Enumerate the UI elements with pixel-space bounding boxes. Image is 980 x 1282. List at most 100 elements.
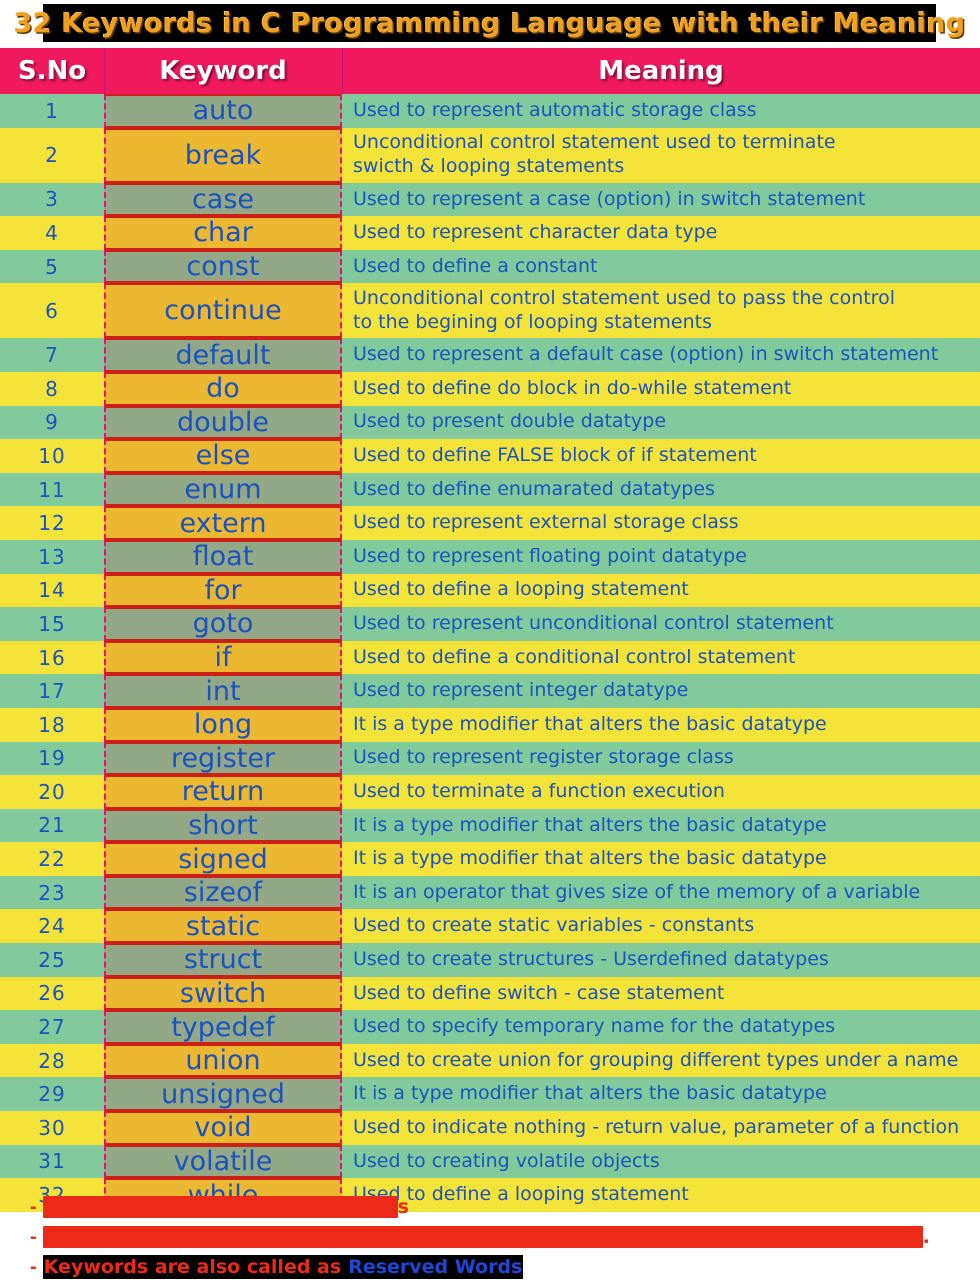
meaning-line: Used to represent a default case (option… (353, 343, 939, 366)
cell-keyword: short (104, 808, 342, 843)
cell-serial-number: 27 (38, 1015, 66, 1040)
cell-meaning: Unconditional control statement used to … (342, 128, 980, 183)
table-row: 7 default Used to represent a default case… (0, 338, 980, 372)
redacted-text-bar (42, 1196, 398, 1218)
cell-serial-number: 7 (45, 343, 59, 368)
meaning-line: Used to creating volatile objects (353, 1149, 660, 1172)
cell-meaning: Used to represent external storage class (342, 506, 980, 540)
cell-serial-number: 10 (38, 443, 66, 468)
table-row: 31 volatile Used to creating volatile obje… (0, 1144, 980, 1179)
cell-keyword: else (104, 439, 342, 473)
cell-meaning: Used to represent floating point datatyp… (342, 540, 980, 574)
cell-keyword: int (104, 674, 342, 708)
cell-meaning: It is a type modifier that alters the ba… (342, 809, 980, 843)
table-header-row: S.No Keyword Meaning (0, 48, 980, 94)
meaning-line: Used to represent unconditional control … (353, 612, 834, 635)
table-row: 6 continue Unconditional control statement… (0, 283, 980, 339)
meaning-line: Used to create static variables - consta… (353, 914, 755, 937)
meaning-line: Used to represent character data type (353, 221, 718, 244)
meaning-line: Used to define switch - case statement (353, 981, 725, 1004)
table-row: 16 if Used to define a conditional control… (0, 640, 980, 675)
table-row: 23 sizeof It is an operator that gives siz… (0, 875, 980, 910)
table-row: 21 short It is a type modifier that alters… (0, 808, 980, 843)
meaning-line: It is a type modifier that alters the ba… (353, 847, 827, 870)
cell-keyword: unsigned (104, 1077, 342, 1112)
table-row: 13 float Used to represent floating point … (0, 539, 980, 574)
cell-serial-number: 6 (45, 298, 59, 323)
table-row: 19 register Used to represent register sto… (0, 741, 980, 776)
bullet-icon: - (30, 1226, 37, 1248)
meaning-line: Used to represent a case (option) in swi… (353, 187, 866, 210)
cell-meaning: Used to define do block in do-while stat… (342, 372, 980, 406)
table-row: 20 return Used to terminate a function exe… (0, 775, 980, 809)
table-row: 29 unsigned It is a type modifier that alt… (0, 1077, 980, 1112)
cell-serial-number: 31 (38, 1149, 66, 1174)
cell-serial-number: 9 (45, 410, 59, 435)
cell-meaning: Used to represent a case (option) in swi… (342, 183, 980, 217)
cell-serial-number: 14 (38, 578, 66, 603)
meaning-line: Used to define do block in do-while stat… (353, 376, 792, 399)
meaning-line: Used to create union for grouping differ… (353, 1048, 959, 1071)
column-header-keyword: Keyword (159, 56, 287, 86)
redacted-text-bar (42, 1226, 923, 1248)
table-row: 2 break Unconditional control statement us… (0, 127, 980, 183)
footnote-tail-text: . (922, 1226, 930, 1248)
cell-serial-number: 2 (45, 143, 59, 168)
cell-serial-number: 17 (38, 679, 66, 704)
cell-serial-number: 4 (45, 220, 59, 245)
cell-serial-number: 29 (38, 1082, 66, 1107)
table-row: 5 const Used to define a constant (0, 249, 980, 284)
cell-serial-number: 26 (38, 981, 66, 1006)
table-row: 11 enum Used to define enumarated datatype… (0, 472, 980, 507)
cell-meaning: Used to define enumarated datatypes (342, 473, 980, 507)
meaning-line: It is an operator that gives size of the… (353, 880, 921, 903)
table-row: 18 long It is a type modifier that alters … (0, 707, 980, 742)
cell-keyword: enum (104, 472, 342, 507)
cell-keyword: float (104, 539, 342, 574)
meaning-line: Used to define a conditional control sta… (353, 645, 796, 668)
cell-keyword: char (104, 216, 342, 250)
meaning-line: Used to represent external storage class (353, 511, 739, 534)
cell-meaning: Used to represent integer datatype (342, 674, 980, 708)
cell-keyword: void (104, 1111, 342, 1145)
cell-serial-number: 23 (38, 880, 66, 905)
table-row: 1 auto Used to represent automatic storage… (0, 94, 980, 128)
cell-keyword: for (104, 573, 342, 608)
meaning-line: to the begining of looping statements (353, 310, 712, 333)
cell-keyword: sizeof (104, 875, 342, 910)
cell-meaning: Used to create static variables - consta… (342, 909, 980, 943)
footnote-highlight-box: Keywords are also called as Reserved Word… (42, 1255, 524, 1279)
footnote-item: -. (0, 1222, 980, 1252)
meaning-line: Used to define a looping statement (353, 578, 689, 601)
cell-meaning: Used to terminate a function execution (342, 775, 980, 809)
cell-meaning: Used to represent character data type (342, 216, 980, 250)
cell-serial-number: 5 (45, 254, 59, 279)
cell-keyword: break (104, 127, 342, 183)
cell-serial-number: 24 (38, 914, 66, 939)
cell-meaning: Used to creating volatile objects (342, 1145, 980, 1179)
cell-meaning: Used to create union for grouping differ… (342, 1044, 980, 1078)
meaning-line: It is a type modifier that alters the ba… (353, 813, 827, 836)
cell-meaning: Unconditional control statement used to … (342, 283, 980, 338)
cell-meaning: Used to indicate nothing - return value,… (342, 1111, 980, 1145)
meaning-line: It is a type modifier that alters the ba… (353, 712, 827, 735)
cell-serial-number: 20 (38, 779, 66, 804)
cell-keyword: union (104, 1043, 342, 1078)
cell-keyword: long (104, 707, 342, 742)
meaning-line: Used to present double datatype (353, 410, 667, 433)
meaning-line: It is a type modifier that alters the ba… (353, 1082, 827, 1105)
cell-keyword: register (104, 741, 342, 776)
meaning-line: swicth & looping statements (353, 155, 625, 178)
table-row: 22 signed It is a type modifier that alter… (0, 842, 980, 876)
table-row: 9 double Used to present double datatype (0, 405, 980, 440)
cell-serial-number: 22 (38, 847, 66, 872)
cell-serial-number: 11 (38, 477, 66, 502)
cell-meaning: Used to represent a default case (option… (342, 338, 980, 372)
cell-serial-number: 13 (38, 544, 66, 569)
cell-serial-number: 1 (45, 98, 59, 123)
cell-meaning: Used to represent automatic storage clas… (342, 94, 980, 128)
table-row: 12 extern Used to represent external stora… (0, 506, 980, 540)
header-separator-keyword (104, 48, 105, 94)
cell-serial-number: 19 (38, 746, 66, 771)
table-row: 26 switch Used to define switch - case sta… (0, 976, 980, 1011)
